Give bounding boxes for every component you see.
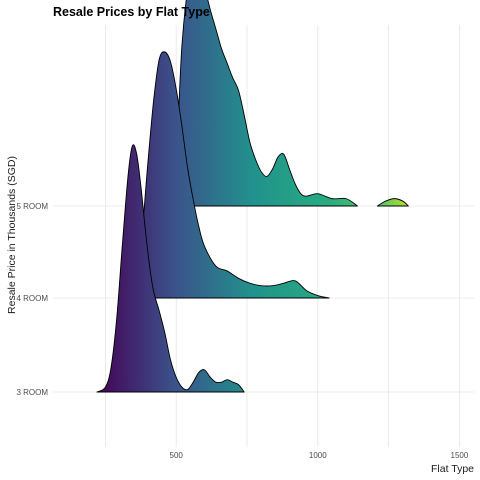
- x-axis-title: Flat Type: [431, 463, 474, 475]
- y-tick-label: 5 ROOM: [16, 202, 48, 211]
- x-tick-label: 500: [170, 451, 184, 460]
- y-tick-label: 3 ROOM: [16, 388, 48, 397]
- y-axis-title: Resale Price in Thousands (SGD): [6, 156, 18, 314]
- y-tick-label: 4 ROOM: [16, 294, 48, 303]
- tick-labels: 500 1000 1500 3 ROOM 4 ROOM 5 ROOM: [16, 202, 468, 460]
- x-tick-label: 1500: [451, 451, 469, 460]
- chart-title: Resale Prices by Flat Type: [53, 5, 210, 19]
- x-tick-label: 1000: [309, 451, 327, 460]
- ridge-5-room: [168, 0, 358, 206]
- ridge-5-room: [377, 199, 408, 206]
- ridges: [97, 0, 409, 392]
